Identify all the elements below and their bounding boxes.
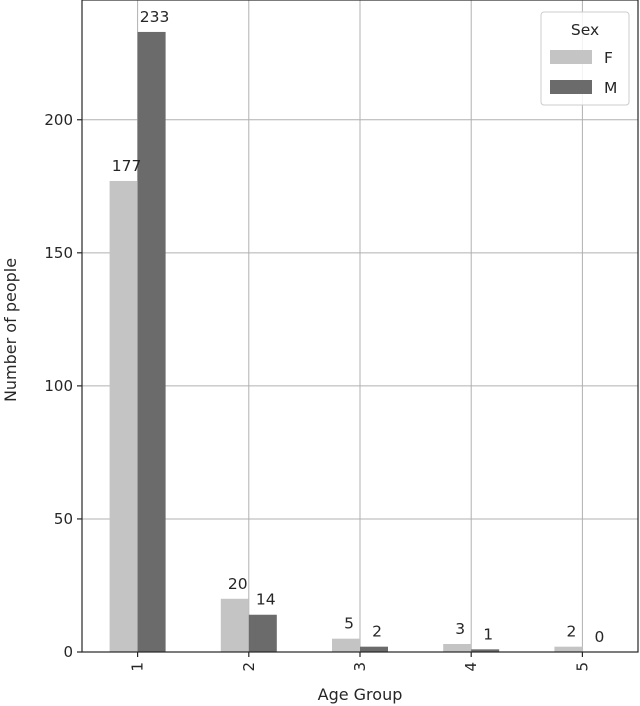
bar-f-4 [443,644,472,652]
data-label-m-2: 14 [256,591,276,609]
legend-swatch-m [550,80,592,94]
data-label-m-3: 2 [372,623,382,641]
y-tick-label: 0 [63,643,73,661]
y-axis-title: Number of people [1,258,20,402]
x-tick-label: 4 [462,662,480,672]
bar-f-3 [332,638,360,652]
data-label-f-2: 20 [228,575,248,593]
bar-m-1 [137,31,166,653]
x-tick-label: 5 [573,662,591,672]
y-axis-ticks: 0 50 100 150 200 [44,111,82,661]
y-tick-label: 50 [54,510,73,528]
bars [109,31,583,653]
y-tick-label: 200 [44,111,73,129]
legend-swatch-f [550,50,592,64]
bar-f-5 [554,646,583,652]
bar-f-1 [109,180,138,653]
y-tick-label: 100 [44,377,73,395]
legend-label-m: M [604,79,617,97]
bar-m-4 [471,649,500,652]
data-labels: 177 20 5 3 2 233 14 2 1 0 [112,8,605,646]
data-label-f-1: 177 [112,157,142,175]
data-label-f-4: 3 [455,620,465,638]
x-axis-title: Age Group [318,685,403,704]
x-axis-ticks: 1 2 3 4 5 [129,652,591,672]
bar-m-3 [360,646,388,652]
legend-label-f: F [604,49,613,67]
data-label-m-5: 0 [594,628,604,646]
data-label-m-4: 1 [483,625,493,643]
x-tick-label: 3 [351,662,369,672]
bar-m-2 [248,614,277,652]
x-tick-label: 1 [129,662,147,672]
y-tick-label: 150 [44,244,73,262]
data-label-f-5: 2 [566,623,576,641]
legend-title: Sex [571,21,599,39]
legend: Sex F M [540,11,630,106]
bar-f-2 [220,598,249,652]
data-label-m-1: 233 [140,8,170,26]
x-tick-label: 2 [240,662,258,672]
data-label-f-3: 5 [344,615,354,633]
